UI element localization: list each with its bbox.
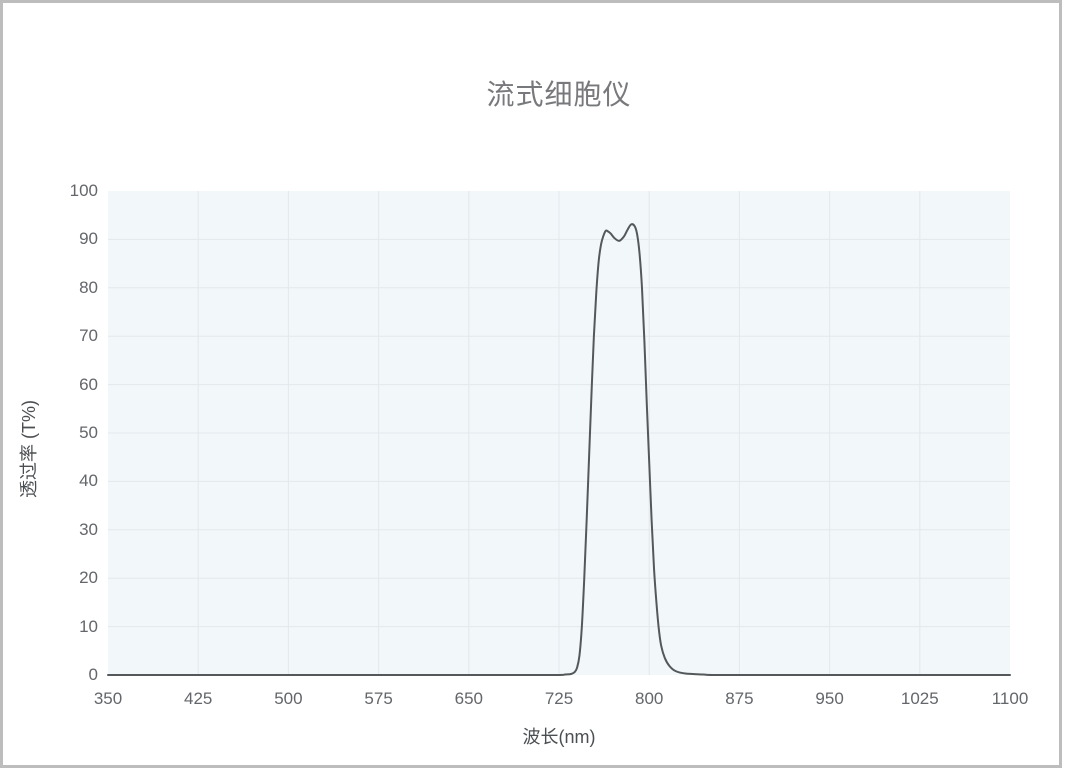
y-tick-label: 90: [79, 229, 98, 249]
plot-area: [107, 191, 1011, 677]
x-tick-label: 425: [184, 689, 213, 708]
x-tick-label: 950: [815, 689, 844, 708]
y-tick-label: 80: [79, 277, 98, 297]
x-tick-label: 1025: [900, 689, 939, 708]
y-tick-label: 0: [88, 665, 98, 684]
y-axis-label: 透过率 (T%): [19, 400, 39, 498]
x-tick-label: 800: [635, 689, 664, 708]
y-tick-label: 40: [79, 471, 98, 491]
y-tick-label: 60: [79, 374, 98, 394]
x-tick-label: 875: [725, 689, 754, 708]
x-tick-label: 500: [274, 689, 303, 708]
y-tick-label: 30: [79, 519, 98, 539]
x-tick-label: 1100: [991, 689, 1029, 708]
x-tick-label: 575: [364, 689, 393, 708]
y-tick-label: 70: [79, 326, 98, 346]
chart-card: 流式细胞仪 0 10 20 30 40 50 60 70 80 90 100 350 425 500 57…: [0, 0, 1062, 768]
transmission-curve: [107, 223, 1011, 677]
y-tick-label: 50: [79, 423, 98, 442]
x-tick-label: 350: [93, 689, 123, 708]
x-tick-label: 650: [454, 689, 483, 708]
x-axis-label: 波长(nm): [522, 727, 596, 747]
x-tick-label: 725: [544, 689, 574, 708]
y-tick-label: 100: [69, 181, 98, 200]
chart-title: 流式细胞仪: [486, 79, 632, 110]
y-tick-label: 20: [79, 568, 98, 588]
y-tick-label: 10: [79, 616, 98, 636]
